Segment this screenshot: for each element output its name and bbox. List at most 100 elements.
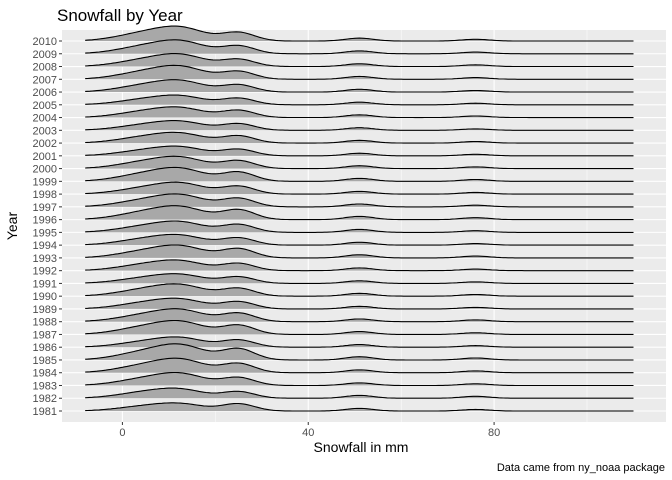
ridge-line-2005 [85, 94, 634, 106]
ridge-line-2007 [85, 64, 634, 80]
ridge-line-2000 [85, 155, 634, 170]
ridge-area-1991 [85, 273, 634, 284]
ridge-line-1987 [85, 319, 634, 335]
ridge-area-2009 [85, 39, 634, 54]
y-tick-label: 1983 [33, 380, 57, 392]
y-tick-label: 2008 [33, 62, 57, 74]
y-axis-ticks: 1981198219831984198519861987198819891990… [33, 36, 62, 418]
x-axis-ticks: 0 40 80 [119, 422, 500, 439]
y-tick-label: 1985 [33, 355, 57, 367]
y-tick-label: 1984 [33, 368, 57, 380]
ridge-area-1989 [85, 298, 634, 309]
y-tick-label: 2007 [33, 74, 57, 86]
ridge-area-1986 [85, 336, 634, 348]
ridge-area-2006 [85, 79, 634, 93]
x-tick-label: 0 [119, 427, 125, 439]
ridge-line-2009 [85, 39, 634, 55]
ridge-line-1994 [85, 233, 634, 246]
ridge-line-1983 [85, 371, 634, 387]
y-tick-label: 1991 [33, 278, 57, 290]
ridge-area-1998 [85, 182, 634, 195]
y-tick-label: 2002 [33, 138, 57, 150]
ridge-area-1984 [85, 358, 634, 373]
ridge-line-1982 [85, 387, 634, 399]
x-tick-label: 80 [488, 427, 500, 439]
y-tick-label: 1994 [33, 240, 57, 252]
ridge-line-1999 [85, 166, 634, 182]
y-tick-label: 1997 [33, 202, 57, 214]
y-tick-label: 1981 [33, 406, 57, 418]
y-tick-label: 2004 [33, 113, 57, 125]
ridge-line-1993 [85, 244, 634, 259]
ridge-area-1994 [85, 234, 634, 246]
ridge-area-2003 [85, 120, 634, 131]
ridge-area-1985 [85, 343, 634, 360]
ridge-line-1992 [85, 259, 634, 272]
y-tick-label: 2003 [33, 125, 57, 137]
y-tick-label: 1988 [33, 317, 57, 329]
ridge-area-2007 [85, 65, 634, 80]
y-tick-label: 1990 [33, 291, 57, 303]
ridge-area-1983 [85, 372, 634, 386]
y-tick-label: 1999 [33, 176, 57, 188]
y-tick-label: 2001 [33, 151, 57, 163]
ridge-area-1995 [85, 221, 634, 233]
ridge-line-1985 [85, 343, 634, 361]
y-tick-label: 1993 [33, 253, 57, 265]
y-tick-label: 1987 [33, 329, 57, 341]
ridge-line-1990 [85, 283, 634, 297]
ridge-area-1981 [85, 402, 634, 411]
chart-title: Snowfall by Year [57, 6, 183, 25]
x-tick-label: 40 [302, 427, 314, 439]
x-axis-title: Snowfall in mm [314, 439, 409, 455]
y-tick-label: 1995 [33, 227, 57, 239]
ridge-area-1982 [85, 388, 634, 399]
ridge-area-2004 [85, 106, 634, 118]
y-tick-label: 1996 [33, 215, 57, 227]
y-tick-label: 1982 [33, 393, 57, 405]
ridge-line-1989 [85, 297, 634, 310]
ridge-line-1981 [85, 402, 634, 412]
ridge-line-1986 [85, 336, 634, 348]
ridge-line-1997 [85, 193, 634, 208]
ridge-area-1993 [85, 245, 634, 258]
y-tick-label: 1986 [33, 342, 57, 354]
y-tick-label: 2005 [33, 100, 57, 112]
y-tick-label: 2010 [33, 36, 57, 48]
ridge-line-2003 [85, 120, 634, 131]
ridge-area-2005 [85, 95, 634, 105]
ridge-line-1988 [85, 308, 634, 323]
ridge-area-1999 [85, 167, 634, 182]
ridge-area-1997 [85, 193, 634, 207]
y-axis-title: Year [4, 212, 20, 241]
ridge-line-2004 [85, 106, 634, 119]
ridge-line-1998 [85, 181, 634, 195]
y-tick-label: 1998 [33, 189, 57, 201]
ridge-line-2001 [85, 145, 634, 157]
ridge-line-1996 [85, 205, 634, 221]
ridge-line-1995 [85, 220, 634, 233]
ridge-line-2008 [85, 53, 634, 68]
ridge-line-2006 [85, 79, 634, 93]
y-tick-label: 2006 [33, 87, 57, 99]
ridge-area-1990 [85, 283, 634, 297]
ridge-area-2002 [85, 132, 634, 144]
ridge-area-1996 [85, 205, 634, 220]
ridges [85, 25, 634, 412]
ridge-area-2008 [85, 53, 634, 67]
ridge-area-1992 [85, 259, 634, 271]
ridge-area-1987 [85, 320, 634, 335]
y-tick-label: 2009 [33, 49, 57, 61]
y-tick-label: 2000 [33, 164, 57, 176]
ridge-line-1984 [85, 357, 634, 374]
ridge-area-1988 [85, 308, 634, 322]
ridge-line-2002 [85, 131, 634, 144]
chart-caption: Data came from ny_noaa package [497, 462, 665, 474]
y-tick-label: 1989 [33, 304, 57, 316]
ridge-area-2000 [85, 156, 634, 169]
ridge-area-2001 [85, 146, 634, 156]
ridge-area-2010 [85, 26, 634, 41]
y-tick-label: 1992 [33, 266, 57, 278]
ridge-line-1991 [85, 273, 634, 284]
